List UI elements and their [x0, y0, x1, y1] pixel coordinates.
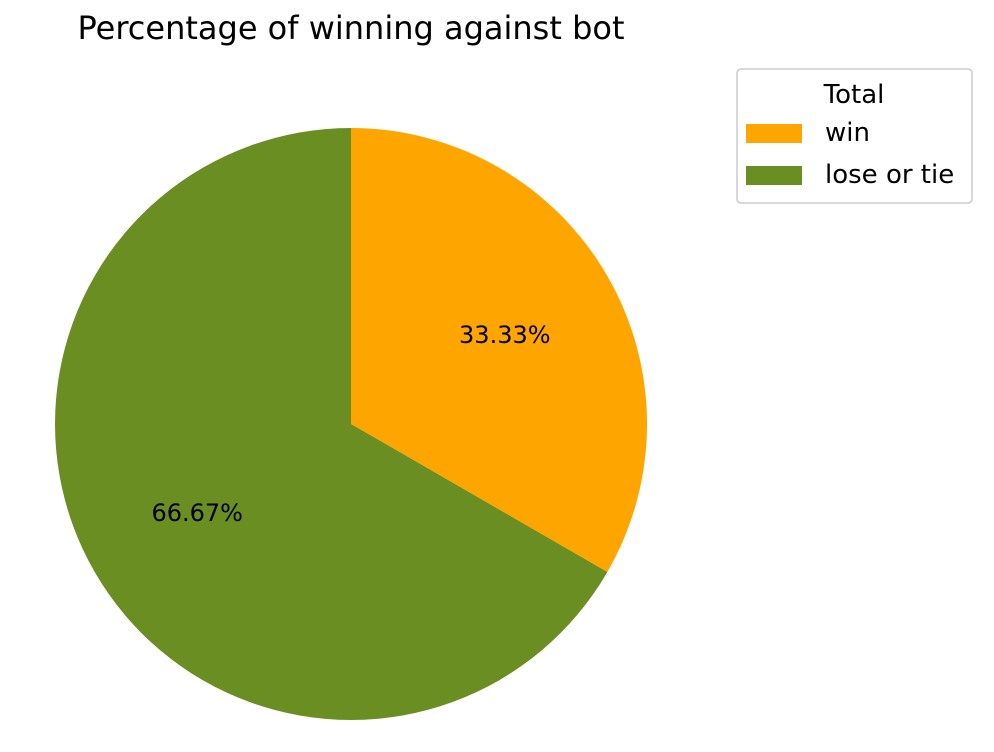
- legend-title: Total: [823, 80, 885, 110]
- pie-slice-lose-or-tie: [54, 128, 608, 720]
- legend-label: lose or tie: [825, 160, 954, 190]
- pie-slice-win: [351, 128, 647, 572]
- legend: Total win lose or tie: [736, 68, 973, 204]
- chart-title: Percentage of winning against bot: [77, 9, 624, 47]
- legend-items: win lose or tie: [746, 118, 954, 190]
- legend-swatch: [746, 166, 802, 185]
- legend-swatch: [746, 124, 802, 143]
- slice-value-label: 33.33%: [459, 321, 551, 349]
- pie-slice-labels: 33.33% 66.67%: [151, 321, 550, 527]
- legend-label: win: [825, 118, 870, 148]
- pie-slices: [54, 128, 647, 720]
- slice-value-label: 66.67%: [151, 499, 243, 527]
